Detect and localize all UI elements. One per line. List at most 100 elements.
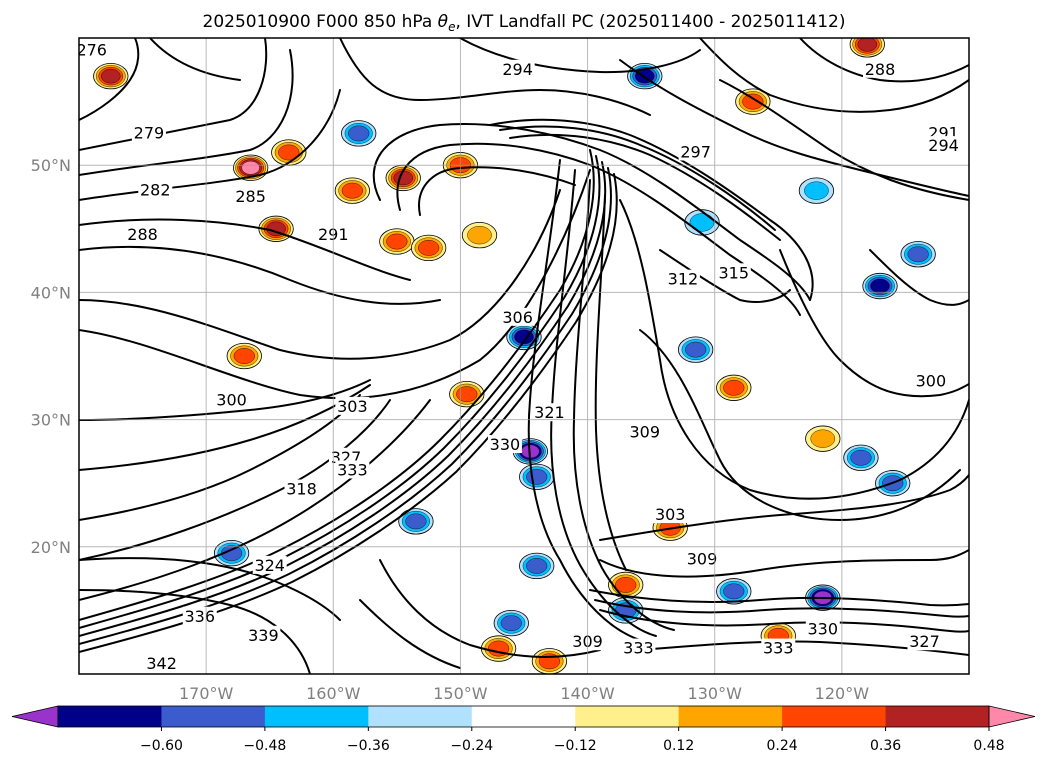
contour-label-backdrop xyxy=(335,460,370,479)
pc-positive-blob xyxy=(226,342,262,370)
contour-line xyxy=(719,79,969,201)
contour-line xyxy=(79,173,618,653)
pc-blob-ring xyxy=(615,577,637,593)
pc-positive-blob xyxy=(461,222,498,249)
contour-label-backdrop xyxy=(627,422,662,441)
contour-line xyxy=(599,549,969,578)
latitude-label: 20°N xyxy=(31,538,71,557)
contour-label: 303 xyxy=(655,505,686,524)
colorbar-cell xyxy=(161,706,266,727)
contour-label: 333 xyxy=(623,639,654,658)
longitude-label: 170°W xyxy=(179,684,234,703)
pc-blob-ring xyxy=(810,429,836,448)
contour-line xyxy=(79,155,601,629)
contour-line xyxy=(619,199,969,500)
colorbar-cell xyxy=(885,706,990,727)
contour-line xyxy=(79,557,341,621)
contour-line xyxy=(594,599,969,618)
pc-positive-blob xyxy=(232,154,269,181)
contour-line xyxy=(599,474,969,541)
contour-line xyxy=(79,399,391,561)
pc-negative-blob xyxy=(398,508,434,535)
contour-label-backdrop xyxy=(79,40,109,59)
pc-blob-ring xyxy=(418,240,440,256)
pc-negative-blob xyxy=(862,272,898,300)
pc-blob-ring xyxy=(241,160,260,175)
contour-line xyxy=(372,123,811,301)
colorbar-cell xyxy=(782,706,887,727)
pc-blob-ring xyxy=(907,246,929,263)
pc-positive-blob xyxy=(805,425,841,452)
pc-positive-blob xyxy=(735,88,771,115)
contour-label-backdrop xyxy=(284,479,319,498)
colorbar-tick-label: −0.36 xyxy=(347,738,390,754)
contour-line xyxy=(79,245,441,305)
map-gridlines xyxy=(79,38,969,674)
contour-label: 330 xyxy=(490,435,521,454)
contour-line xyxy=(79,89,341,201)
pc-blob-ring xyxy=(850,449,872,466)
pc-negative-blob xyxy=(900,241,936,268)
contour-label: 327 xyxy=(909,632,940,651)
contour-label-backdrop xyxy=(863,59,897,78)
pc-negative-blob xyxy=(843,444,879,471)
contour-line xyxy=(359,599,461,669)
pc-blob-ring xyxy=(101,68,121,84)
map-frame xyxy=(78,37,970,675)
longitude-label: 140°W xyxy=(560,684,615,703)
contour-line xyxy=(79,169,591,400)
contour-label-backdrop xyxy=(252,555,287,574)
pc-blob-ring xyxy=(348,125,370,142)
contour-label-backdrop xyxy=(214,390,249,409)
colorbar-extend-low xyxy=(11,705,59,728)
contour-label: 312 xyxy=(668,270,699,289)
longitude-label: 160°W xyxy=(306,684,361,703)
pc-negative-blob xyxy=(677,336,714,363)
contour-label-backdrop xyxy=(913,371,948,390)
contour-label-backdrop xyxy=(246,625,281,644)
contour-label-backdrop xyxy=(487,435,522,454)
pc-positive-blob xyxy=(449,381,485,408)
contour-line xyxy=(79,379,371,421)
pc-positive-blob xyxy=(410,234,447,262)
contour-label-backdrop xyxy=(335,396,370,415)
contour-line xyxy=(79,38,140,121)
longitude-label: 130°W xyxy=(688,684,743,703)
contour-line xyxy=(79,189,561,360)
colorbar-tick-labels: −0.60 −0.48 −0.36 −0.24 −0.12 0.12 0.24 0.36 0.4… xyxy=(140,738,1005,754)
contour-line xyxy=(79,149,595,621)
colorbar-tick-label: −0.48 xyxy=(243,738,286,754)
pc-negative-blob xyxy=(519,552,555,580)
pc-negative-blob xyxy=(684,209,720,236)
theta-e-contours xyxy=(79,38,969,674)
contour-label-backdrop xyxy=(761,638,796,657)
contour-line xyxy=(499,125,776,231)
contour-line xyxy=(619,59,969,197)
contour-label: 333 xyxy=(337,460,368,479)
contour-label-backdrop xyxy=(182,606,217,625)
figure-title: 2025010900 F000 850 hPa θe, IVT Landfall… xyxy=(203,12,846,34)
contour-line xyxy=(869,249,969,306)
pc-negative-blob xyxy=(341,120,377,147)
contour-line xyxy=(79,38,268,151)
latitude-labels: 50°N 40°N 30°N 20°N xyxy=(31,156,71,557)
colorbar-tick-label: −0.24 xyxy=(450,738,493,754)
contour-label-backdrop xyxy=(665,269,700,288)
pc-negative-blob xyxy=(716,578,752,605)
contour-label-backdrop xyxy=(716,263,751,282)
contour-line xyxy=(594,194,627,571)
colorbar-tick-label: −0.60 xyxy=(140,738,183,754)
contour-line xyxy=(639,329,961,521)
longitude-label: 150°W xyxy=(433,684,488,703)
colorbar-tick-label: −0.12 xyxy=(554,738,597,754)
contour-line xyxy=(79,589,311,674)
pc-blob-ring xyxy=(804,181,829,200)
colorbar-cell xyxy=(678,706,783,727)
contour-label-backdrop xyxy=(500,307,535,326)
contour-label: 294 xyxy=(928,136,959,155)
contour-label: 336 xyxy=(185,607,216,626)
pc-blob-ring xyxy=(341,182,363,199)
